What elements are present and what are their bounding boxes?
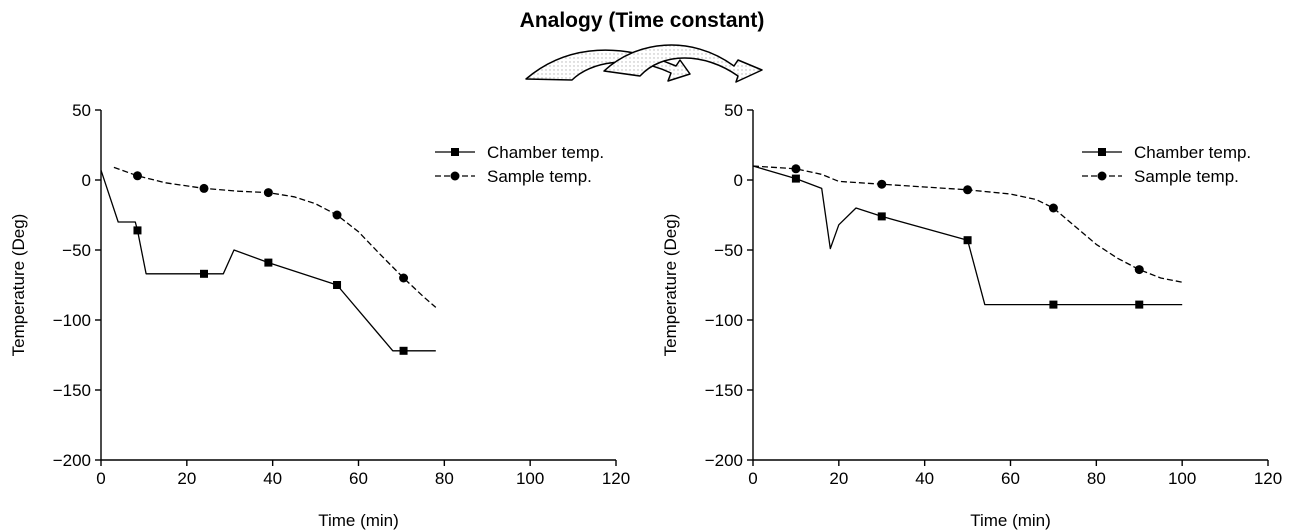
y-tick-label: −50 [62, 241, 91, 260]
y-tick-label: 0 [82, 171, 91, 190]
legend-label: Sample temp. [1134, 167, 1239, 186]
data-point-square [333, 281, 342, 289]
data-point-square [200, 269, 208, 278]
legend-marker-circle [1097, 171, 1107, 181]
legend-marker-square [451, 148, 459, 156]
y-tick-label: 0 [734, 171, 743, 190]
x-tick-label: 40 [915, 469, 934, 488]
analogy-arrow-right-icon [603, 44, 763, 83]
x-axis-title: Time (min) [318, 511, 399, 530]
figure-title: Analogy (Time constant) [520, 9, 765, 32]
y-tick-label: −150 [53, 381, 91, 400]
data-point-circle [963, 185, 973, 195]
x-tick-label: 100 [1168, 469, 1196, 488]
y-tick-label: −50 [714, 241, 743, 260]
legend-marker-circle [450, 171, 460, 181]
series-line-chamber [752, 165, 1183, 306]
data-point-square [877, 212, 886, 221]
y-tick-label: −100 [705, 311, 743, 330]
x-tick-label: 60 [349, 469, 368, 488]
series-line-sample [113, 166, 437, 308]
x-axis-title: Time (min) [970, 511, 1051, 530]
y-tick-label: −150 [705, 381, 743, 400]
x-tick-label: 120 [1254, 469, 1282, 488]
data-point-circle [199, 183, 209, 193]
x-tick-label: 120 [602, 469, 630, 488]
data-point-circle [132, 171, 142, 181]
legend-label: Chamber temp. [487, 143, 604, 162]
analogy-arrow-icon [525, 44, 763, 83]
data-point-square [963, 236, 972, 245]
y-tick-label: 50 [72, 101, 91, 120]
data-point-circle [332, 210, 342, 220]
data-point-square [1135, 300, 1144, 309]
x-tick-label: 0 [748, 469, 757, 488]
series-line-sample [752, 165, 1183, 283]
data-point-square [133, 226, 142, 235]
x-tick-label: 20 [829, 469, 848, 488]
x-tick-label: 80 [1087, 469, 1106, 488]
series-line-chamber [100, 169, 436, 352]
x-tick-label: 60 [1001, 469, 1020, 488]
x-tick-label: 80 [435, 469, 454, 488]
x-tick-label: 0 [96, 469, 105, 488]
chart-left: 50 0 −50 −100 −150 −200 0 20 40 60 80 100 120 Time (m… [9, 101, 630, 530]
data-point-circle [1048, 203, 1058, 213]
legend-label: Sample temp. [487, 167, 592, 186]
y-tick-label: −100 [53, 311, 91, 330]
data-point-circle [263, 188, 273, 198]
y-axis-title: Temperature (Deg) [9, 214, 28, 357]
data-point-square [399, 346, 408, 355]
data-point-circle [791, 164, 801, 174]
legend-label: Chamber temp. [1134, 143, 1251, 162]
y-tick-label: −200 [705, 451, 743, 470]
legend-marker-square [1098, 148, 1106, 156]
y-tick-label: −200 [53, 451, 91, 470]
y-tick-label: 50 [724, 101, 743, 120]
data-point-square [264, 258, 273, 267]
data-point-square [1049, 300, 1058, 309]
x-tick-label: 100 [516, 469, 544, 488]
x-tick-label: 20 [177, 469, 196, 488]
data-point-circle [877, 179, 887, 189]
data-point-circle [1134, 265, 1144, 275]
chart-right: 50 0 −50 −100 −150 −200 0 20 40 60 80 100 120 Time (m… [661, 101, 1282, 530]
data-point-square [791, 174, 800, 183]
data-point-circle [399, 273, 409, 283]
x-tick-label: 40 [263, 469, 282, 488]
y-axis-title: Temperature (Deg) [661, 214, 680, 357]
